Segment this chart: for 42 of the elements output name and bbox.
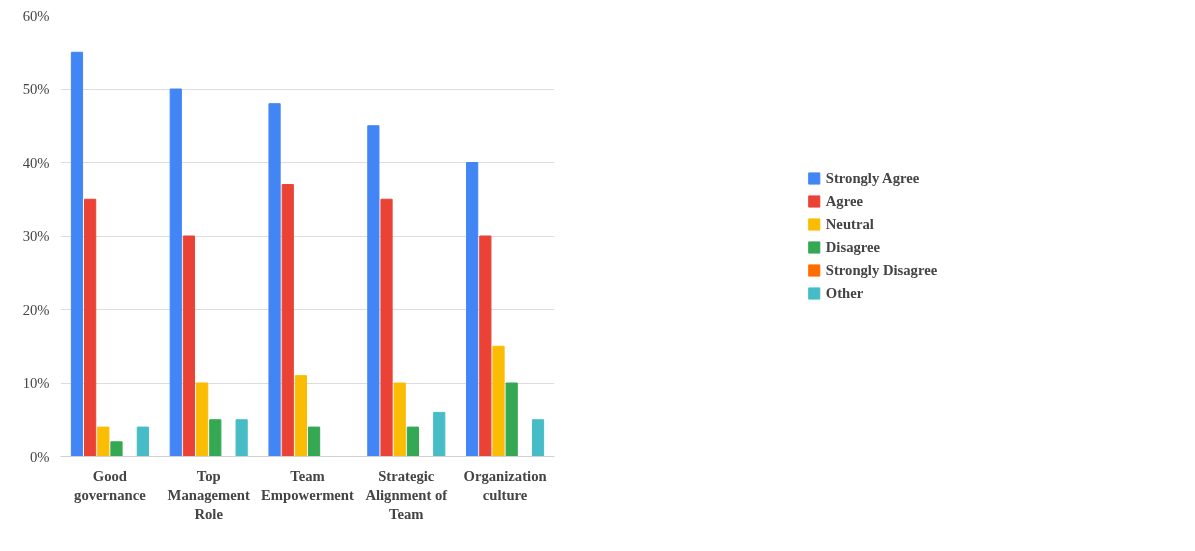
y-tick-label: 10% xyxy=(22,375,50,391)
x-tick-label: Team Empowerment xyxy=(261,467,355,503)
legend-label: Disagree xyxy=(825,238,881,256)
y-tick-label: 20% xyxy=(22,301,50,318)
bar xyxy=(209,419,222,457)
x-tick-label: Top Management Role xyxy=(167,467,250,522)
bar xyxy=(492,345,505,457)
bar xyxy=(380,198,393,457)
bar xyxy=(531,419,545,457)
y-tick-label: 30% xyxy=(22,228,50,244)
bar xyxy=(136,426,149,457)
legend-label: Other xyxy=(825,284,864,302)
bar xyxy=(169,88,182,457)
y-tick-label: 0% xyxy=(29,448,50,465)
bar xyxy=(367,125,380,457)
bar xyxy=(110,441,123,457)
bar xyxy=(479,235,492,457)
y-tick-label: 60% xyxy=(22,7,50,24)
legend-label: Strongly Disagree xyxy=(825,261,938,279)
x-tick-label: Strategic Alignment of Team xyxy=(365,467,449,522)
x-tick-label: Organization culture xyxy=(463,467,547,503)
legend-label: Agree xyxy=(825,192,863,210)
bar xyxy=(235,419,248,457)
bar xyxy=(393,382,406,457)
bar xyxy=(294,375,308,457)
y-tick-label: 40% xyxy=(22,154,50,171)
bar xyxy=(182,235,196,457)
bar xyxy=(307,426,321,457)
bar xyxy=(97,426,110,457)
bar xyxy=(196,382,209,457)
bar xyxy=(433,411,446,457)
bar xyxy=(505,382,518,457)
y-tick-label: 50% xyxy=(22,81,50,97)
bar xyxy=(466,162,479,457)
bar xyxy=(406,426,419,457)
bar xyxy=(281,184,294,457)
bar xyxy=(70,51,84,457)
legend-label: Neutral xyxy=(825,215,874,233)
legend-label: Strongly Agree xyxy=(825,169,920,187)
bar xyxy=(268,103,281,457)
bar xyxy=(84,198,97,457)
x-tick-label: Good governance xyxy=(74,467,147,503)
